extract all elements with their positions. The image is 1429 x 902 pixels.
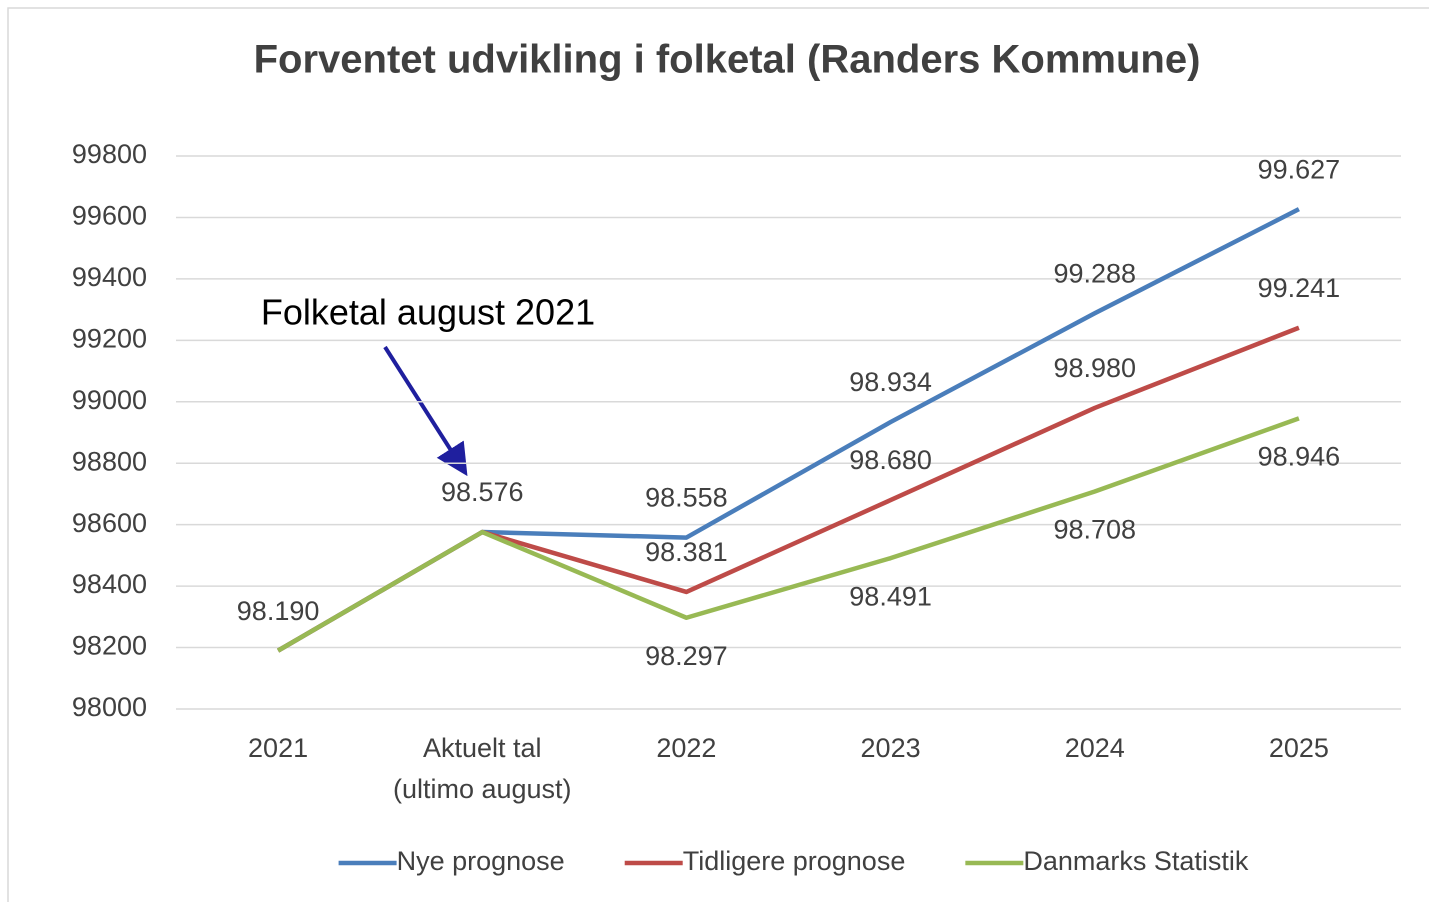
- y-tick-label: 98200: [72, 631, 147, 661]
- annotation-arrow: [383, 345, 468, 477]
- x-tick-label: 2025: [1269, 733, 1329, 763]
- legend-label: Nye prognose: [397, 846, 565, 876]
- x-tick-label: 2021: [248, 733, 308, 763]
- x-tick-label: 2022: [656, 733, 716, 763]
- data-label: 98.381: [645, 537, 728, 567]
- chart-title: Forventet udvikling i folketal (Randers …: [254, 38, 1201, 82]
- x-tick-label: 2023: [861, 733, 921, 763]
- data-label: 98.980: [1053, 353, 1136, 383]
- y-tick-label: 98800: [72, 446, 147, 476]
- y-tick-label: 98400: [72, 569, 147, 599]
- data-label: 98.491: [849, 581, 932, 611]
- data-label: 98.946: [1258, 441, 1341, 471]
- y-tick-label: 99400: [72, 262, 147, 292]
- legend-label: Tidligere prognose: [683, 846, 906, 876]
- legend: Nye prognose Tidligere prognose Danmarks S…: [338, 846, 1249, 876]
- y-tick-label: 99800: [72, 139, 147, 169]
- y-tick-label: 98000: [72, 692, 147, 722]
- x-tick-label: Aktuelt tal (ultimo august): [393, 733, 572, 804]
- data-label: 99.288: [1053, 258, 1136, 288]
- data-label: 99.241: [1258, 273, 1341, 303]
- data-label: 98.558: [645, 483, 728, 513]
- chart-border: [7, 7, 1429, 902]
- data-label: 98.190: [237, 596, 320, 626]
- y-tick-label: 99000: [72, 385, 147, 415]
- data-label: 98.576: [441, 477, 524, 507]
- y-tick-label: 99600: [72, 201, 147, 231]
- annotation: Folketal august 2021: [261, 292, 595, 333]
- data-label: 98.680: [849, 445, 932, 475]
- data-label: 98.708: [1053, 515, 1136, 545]
- data-label: 98.297: [645, 641, 728, 671]
- y-tick-label: 99200: [72, 323, 147, 353]
- x-tick-label: 2024: [1065, 733, 1125, 763]
- y-tick-label: 98600: [72, 508, 147, 538]
- data-label: 98.934: [849, 367, 932, 397]
- line-series: [276, 416, 1300, 653]
- data-label: 99.627: [1258, 154, 1341, 184]
- legend-label: Danmarks Statistik: [1023, 846, 1249, 876]
